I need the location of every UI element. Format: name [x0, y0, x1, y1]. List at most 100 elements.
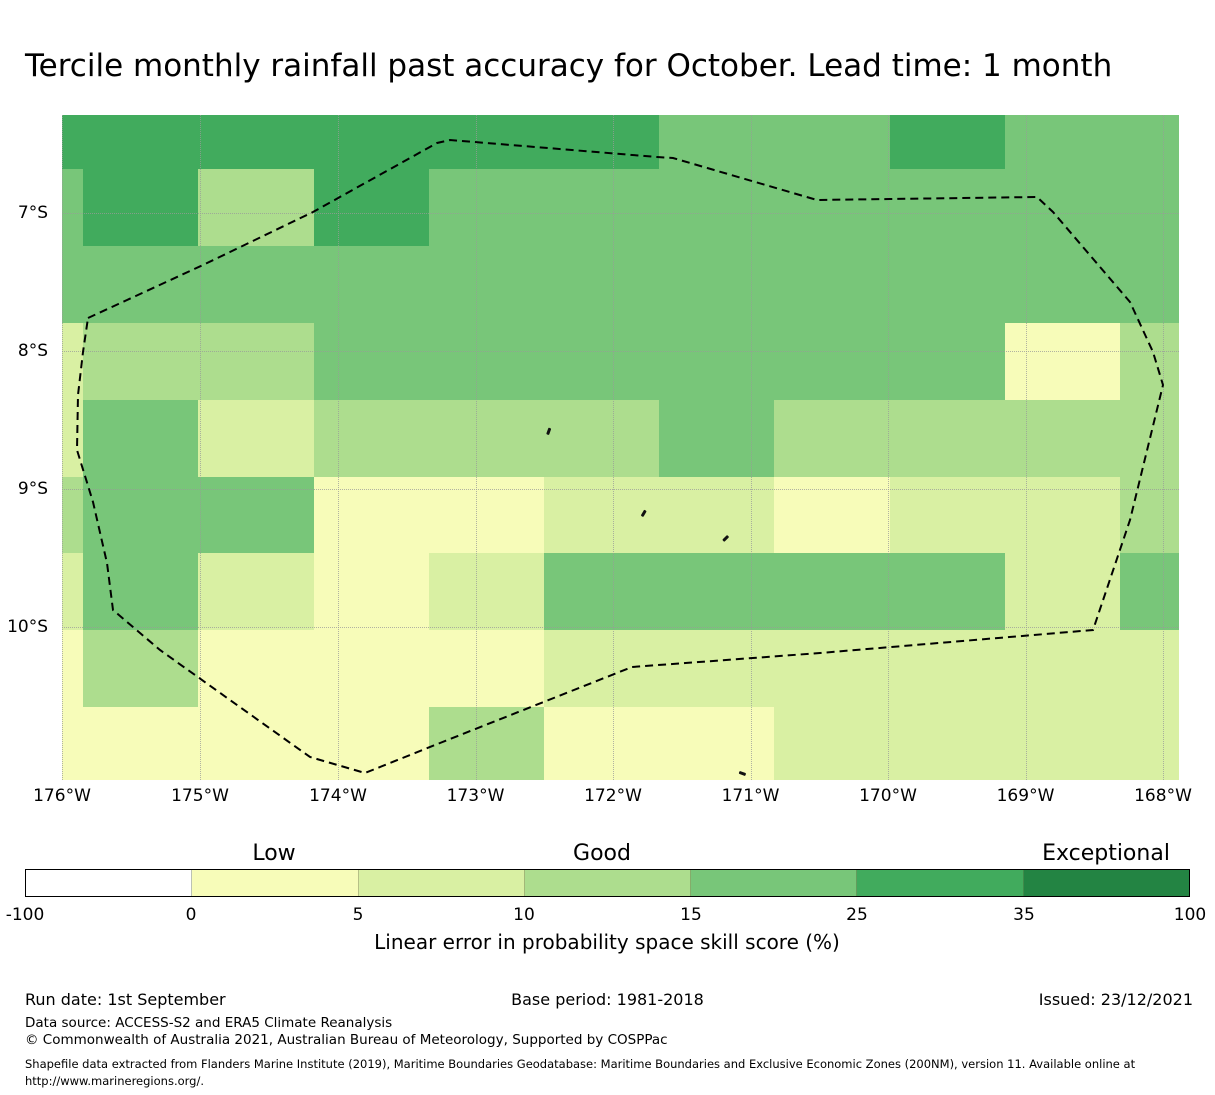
heatmap-cell: [1120, 246, 1179, 323]
heatmap-cell: [198, 630, 314, 707]
heatmap-cell: [314, 323, 429, 400]
heatmap-cell: [429, 400, 544, 477]
heatmap-cell: [83, 553, 198, 630]
heatmap-cell: [1120, 400, 1179, 477]
heatmap-cell: [198, 115, 314, 169]
heatmap-cell: [890, 115, 1005, 169]
vertical-gridline: [1163, 115, 1164, 780]
colorbar-segment: [524, 870, 692, 896]
colorbar-tick-label: 0: [185, 905, 197, 925]
heatmap-cell: [544, 169, 659, 246]
data-source-text: Data source: ACCESS-S2 and ERA5 Climate …: [25, 1015, 393, 1031]
vertical-gridline: [475, 115, 477, 780]
colorbar-tick-label: 10: [513, 905, 535, 925]
heatmap-cell: [198, 707, 314, 780]
vertical-gridline: [613, 115, 614, 780]
heatmap-cell: [1005, 707, 1120, 780]
heatmap-cell: [544, 553, 659, 630]
run-date-text: Run date: 1st September: [25, 990, 226, 1009]
issued-date-text: Issued: 23/12/2021: [1038, 990, 1193, 1009]
heatmap-cell: [83, 400, 198, 477]
heatmap-cell: [544, 630, 659, 707]
x-tick-label: 175°W: [171, 786, 229, 806]
heatmap-cell: [1120, 169, 1179, 246]
colorbar-segment: [358, 870, 525, 896]
colorbar-tick-label: -100: [5, 905, 45, 925]
heatmap-cell: [774, 400, 890, 477]
heatmap-cell: [1120, 323, 1179, 400]
heatmap-cell: [429, 707, 544, 780]
chart-title: Tercile monthly rainfall past accuracy f…: [25, 48, 1113, 84]
heatmap-cell: [1005, 400, 1120, 477]
legend-category-label: Low: [252, 841, 296, 866]
horizontal-gridline: [62, 351, 1179, 352]
rainfall-accuracy-heatmap: [62, 115, 1179, 780]
heatmap-cell: [429, 169, 544, 246]
heatmap-cell: [314, 246, 429, 323]
heatmap-cell: [890, 323, 1005, 400]
colorbar: [25, 869, 1190, 897]
heatmap-cell: [659, 246, 774, 323]
x-tick-label: 169°W: [996, 786, 1055, 806]
shapefile-attribution-line2: http://www.marineregions.org/.: [25, 1073, 204, 1088]
heatmap-cell: [83, 630, 198, 707]
heatmap-cell: [544, 323, 659, 400]
x-tick-label: 174°W: [309, 786, 367, 806]
heatmap-cell: [890, 707, 1005, 780]
x-tick-label: 170°W: [859, 786, 917, 806]
heatmap-cell: [544, 246, 659, 323]
heatmap-cell: [62, 115, 83, 169]
heatmap-cell: [1005, 630, 1120, 707]
vertical-gridline: [750, 115, 752, 780]
colorbar-segment: [691, 870, 858, 896]
heatmap-cell: [1005, 115, 1120, 169]
y-tick-label: 10°S: [7, 617, 48, 637]
horizontal-gridline: [62, 489, 1179, 490]
heatmap-cell: [1120, 553, 1179, 630]
heatmap-cell: [198, 553, 314, 630]
heatmap-cell: [659, 169, 774, 246]
heatmap-cell: [659, 400, 774, 477]
shapefile-attribution-line1: Shapefile data extracted from Flanders M…: [25, 1057, 1136, 1071]
heatmap-cell: [62, 707, 83, 780]
heatmap-cell: [198, 323, 314, 400]
heatmap-cell: [659, 553, 774, 630]
heatmap-cell: [314, 707, 429, 780]
vertical-gridline: [888, 115, 889, 780]
y-tick-label: 8°S: [17, 341, 48, 361]
heatmap-cell: [659, 323, 774, 400]
heatmap-cell: [314, 115, 429, 169]
x-tick-label: 168°W: [1134, 786, 1192, 806]
legend-category-label: Good: [573, 841, 631, 866]
heatmap-cell: [890, 630, 1005, 707]
heatmap-cell: [544, 115, 659, 169]
x-tick-label: 172°W: [584, 786, 642, 806]
vertical-gridline: [338, 115, 339, 780]
x-tick-label: 171°W: [721, 786, 780, 806]
heatmap-cell: [429, 115, 544, 169]
heatmap-cell: [62, 246, 83, 323]
y-tick-label: 7°S: [17, 203, 48, 223]
heatmap-cell: [314, 553, 429, 630]
heatmap-cell: [890, 400, 1005, 477]
colorbar-caption: Linear error in probability space skill …: [374, 930, 840, 954]
heatmap-cell: [429, 553, 544, 630]
y-tick-label: 9°S: [17, 479, 48, 499]
heatmap-cell: [774, 553, 890, 630]
colorbar-tick-label: 15: [680, 905, 702, 925]
heatmap-cell: [1120, 707, 1179, 780]
colorbar-segment: [26, 870, 193, 896]
heatmap-cell: [429, 323, 544, 400]
heatmap-cell: [659, 630, 774, 707]
colorbar-segment: [857, 870, 1024, 896]
vertical-gridline: [62, 115, 63, 780]
heatmap-cell: [83, 246, 198, 323]
copyright-text: © Commonwealth of Australia 2021, Austra…: [25, 1032, 668, 1048]
heatmap-cell: [198, 400, 314, 477]
colorbar-tick-label: 100: [1173, 905, 1207, 925]
heatmap-cell: [659, 707, 774, 780]
heatmap-cell: [314, 169, 429, 246]
heatmap-cell: [1005, 553, 1120, 630]
heatmap-cell: [83, 707, 198, 780]
